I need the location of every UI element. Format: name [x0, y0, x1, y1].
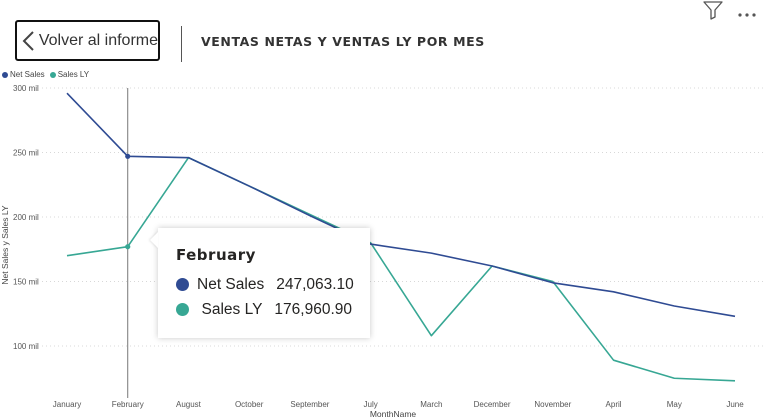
y-tick-label: 300 mil — [13, 84, 39, 93]
tooltip-dot-sales-ly — [176, 303, 189, 316]
tooltip-series-name: Sales LY — [201, 300, 263, 318]
legend-dot-sales-ly — [49, 71, 56, 78]
back-to-report-button[interactable]: Volver al informe — [15, 20, 160, 61]
visual-title: VENTAS NETAS Y VENTAS LY POR MES — [201, 34, 485, 49]
y-tick-label: 250 mil — [13, 149, 39, 158]
back-button-label: Volver al informe — [38, 31, 158, 49]
x-tick-label: February — [112, 400, 144, 409]
y-tick-label: 100 mil — [13, 342, 39, 351]
filter-icon[interactable] — [702, 0, 724, 20]
tooltip-dot-net-sales — [176, 278, 189, 291]
more-options-icon[interactable] — [737, 5, 757, 17]
x-tick-label: April — [606, 400, 622, 409]
x-tick-label: September — [290, 400, 329, 409]
series-line-sales-ly[interactable] — [66, 156, 736, 382]
x-tick-label: November — [534, 400, 571, 409]
x-tick-label: March — [420, 400, 442, 409]
legend-item-sales-ly[interactable]: Sales LY — [49, 70, 90, 79]
tooltip-title: February — [176, 246, 256, 264]
data-point-net-sales[interactable] — [125, 153, 131, 159]
y-tick-label: 150 mil — [13, 278, 39, 287]
data-point-sales-ly[interactable] — [125, 244, 131, 250]
series-line-net-sales[interactable] — [66, 92, 736, 318]
x-tick-label: July — [364, 400, 378, 409]
tooltip-series-value: 176,960.90 — [274, 300, 352, 318]
legend-item-net-sales[interactable]: Net Sales — [2, 70, 45, 79]
x-tick-label: August — [176, 400, 202, 409]
y-tick-label: 200 mil — [13, 213, 39, 222]
chart-legend: Net Sales Sales LY — [2, 70, 89, 79]
legend-label: Net Sales — [10, 70, 45, 79]
x-tick-label: June — [726, 400, 744, 409]
chevron-left-icon — [17, 22, 39, 59]
x-tick-label: January — [53, 400, 81, 409]
legend-dot-net-sales — [2, 71, 8, 78]
tooltip-series-name: Net Sales — [197, 275, 265, 293]
tooltip-row-sales-ly: Sales LY 176,960.90 — [176, 297, 352, 322]
tooltip-row-net-sales: Net Sales 247,063.10 — [176, 272, 354, 297]
x-tick-label: October — [235, 400, 264, 409]
x-axis-title: MonthName — [370, 409, 417, 419]
tooltip-series-value: 247,063.10 — [276, 275, 354, 293]
x-tick-label: May — [667, 400, 682, 409]
x-tick-label: December — [474, 400, 511, 409]
legend-label: Sales LY — [57, 70, 90, 79]
data-tooltip: February Net Sales 247,063.10 Sales LY 1… — [158, 228, 370, 338]
y-axis-title: Net Sales y Sales LY — [0, 205, 10, 285]
header-divider — [181, 26, 182, 62]
